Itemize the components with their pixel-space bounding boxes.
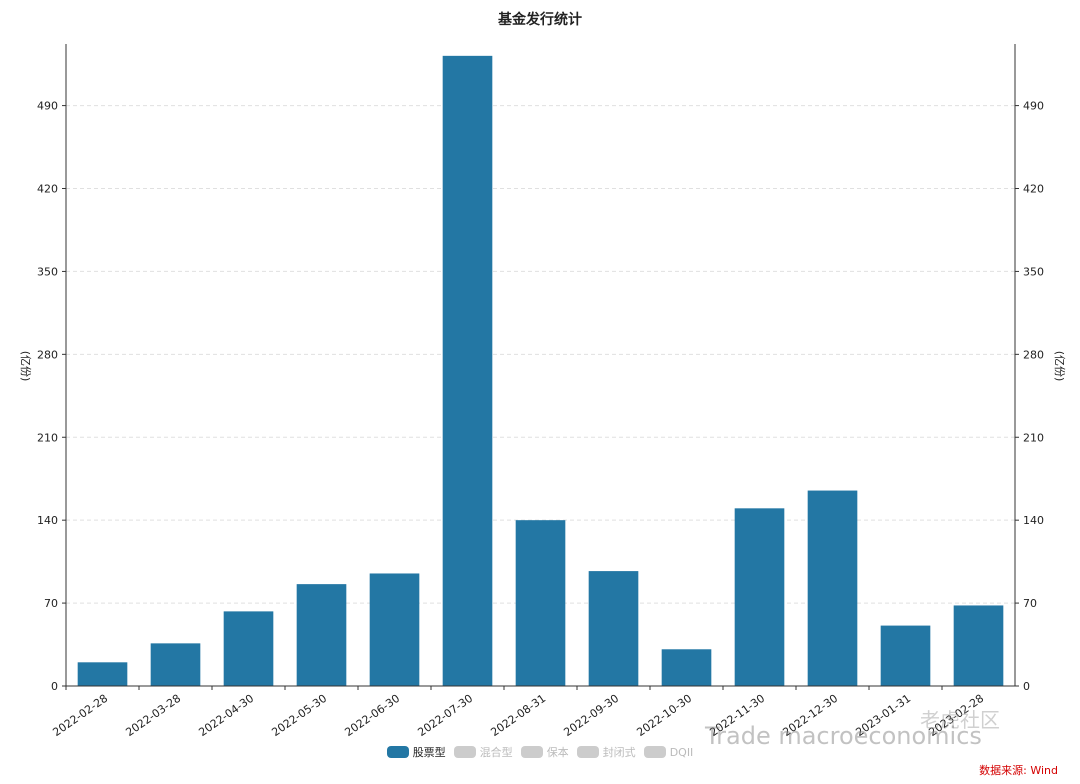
watermark-brand: 老虎社区: [920, 708, 1000, 732]
legend-swatch: [453, 746, 476, 758]
bar[interactable]: [588, 571, 639, 686]
legend-item[interactable]: DQII: [643, 744, 694, 760]
x-tick-label: 2022-07-30: [415, 692, 475, 739]
bar[interactable]: [296, 584, 347, 686]
bar-series: [77, 55, 1004, 686]
x-tick-label: 2022-02-28: [50, 692, 110, 739]
bar[interactable]: [223, 611, 274, 686]
y-tick-label-right: 0: [1023, 680, 1030, 693]
watermark: Trade macroeconomics: [705, 722, 982, 750]
bar[interactable]: [734, 508, 785, 686]
bar[interactable]: [661, 649, 712, 686]
bar[interactable]: [515, 520, 566, 686]
bar[interactable]: [880, 625, 931, 686]
y-axis-left-label: (亿份): [19, 351, 32, 382]
legend-swatch: [643, 746, 666, 758]
y-tick-label-right: 140: [1023, 514, 1044, 527]
x-tick-label: 2022-03-28: [123, 692, 183, 739]
y-tick-label-left: 350: [37, 265, 58, 278]
y-tick-label-left: 280: [37, 348, 58, 361]
chart-title: 基金发行统计: [498, 11, 582, 28]
legend-label: 股票型: [412, 746, 446, 759]
y-tick-label-right: 210: [1023, 431, 1044, 444]
bar[interactable]: [442, 55, 493, 686]
bar[interactable]: [77, 662, 128, 686]
y-tick-label-left: 0: [51, 680, 58, 693]
legend-label: 封闭式: [602, 746, 636, 759]
bar[interactable]: [953, 605, 1004, 686]
y-tick-label-right: 70: [1023, 597, 1037, 610]
legend-label: 保本: [546, 746, 569, 759]
y-tick-label-left: 210: [37, 431, 58, 444]
legend-item[interactable]: 股票型: [386, 744, 446, 760]
y-tick-label-left: 490: [37, 100, 58, 113]
bar[interactable]: [807, 490, 858, 686]
x-tick-label: 2022-08-31: [488, 692, 548, 739]
legend-swatch: [576, 746, 599, 758]
x-tick-label: 2022-10-30: [634, 692, 694, 739]
y-tick-label-right: 350: [1023, 265, 1044, 278]
legend-item[interactable]: 封闭式: [576, 744, 636, 760]
data-source: 数据来源: Wind: [979, 764, 1058, 777]
legend-item[interactable]: 保本: [520, 744, 569, 760]
legend-swatch: [386, 746, 409, 758]
y-tick-label-left: 420: [37, 183, 58, 196]
bar[interactable]: [150, 643, 201, 686]
bar[interactable]: [369, 573, 420, 686]
legend-swatch: [520, 746, 543, 758]
x-tick-label: 2022-09-30: [561, 692, 621, 739]
x-tick-label: 2022-06-30: [342, 692, 402, 739]
legend-item[interactable]: 混合型: [453, 744, 513, 760]
legend-label: 混合型: [479, 746, 513, 759]
x-tick-label: 2022-04-30: [196, 692, 256, 739]
y-tick-label-left: 140: [37, 514, 58, 527]
legend: 股票型 混合型 保本 封闭式 DQII: [0, 744, 1080, 760]
y-tick-label-right: 420: [1023, 183, 1044, 196]
y-tick-label-left: 70: [44, 597, 58, 610]
x-tick-label: 2022-05-30: [269, 692, 329, 739]
y-axis-right-label: (亿份): [1053, 351, 1066, 382]
y-tick-label-right: 490: [1023, 100, 1044, 113]
y-tick-label-right: 280: [1023, 348, 1044, 361]
legend-label: DQII: [669, 745, 694, 759]
